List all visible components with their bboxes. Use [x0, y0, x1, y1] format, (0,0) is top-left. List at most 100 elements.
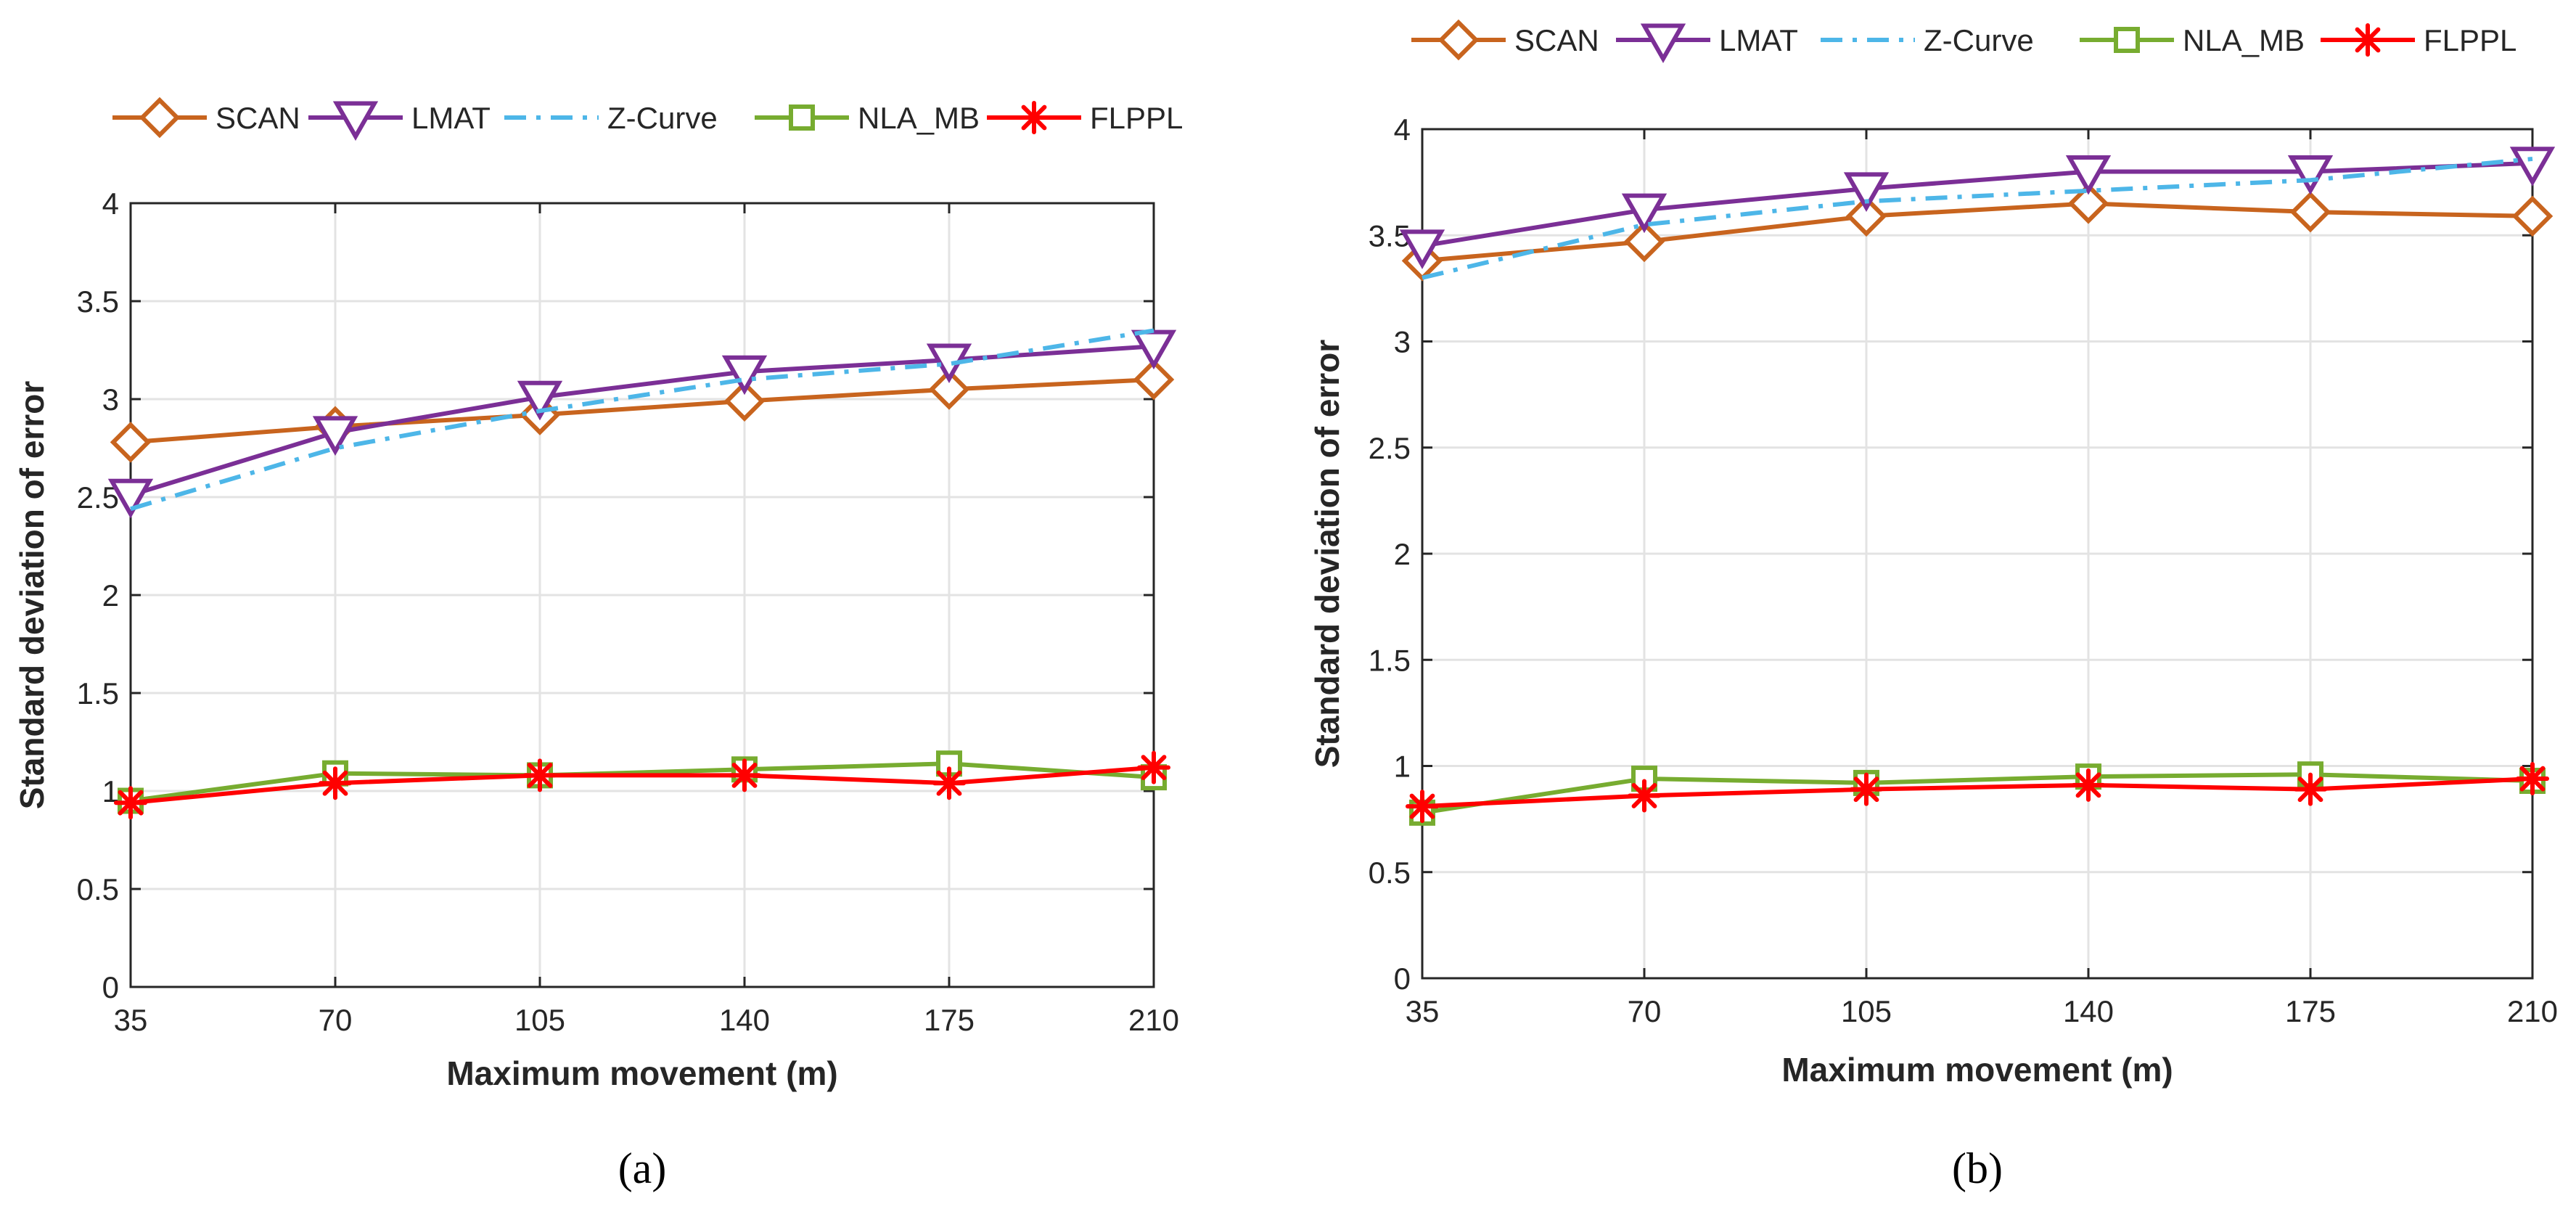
legend-marker — [789, 104, 815, 131]
series-line — [1422, 160, 2533, 248]
legend-entry-z-curve: Z-Curve — [504, 101, 718, 135]
data-point — [1399, 229, 1445, 269]
data-point — [932, 766, 966, 800]
series-line — [130, 765, 1154, 806]
series-flppl — [114, 750, 1170, 820]
legend-label: Z-Curve — [607, 101, 718, 135]
data-point — [2072, 768, 2105, 802]
y-axis-label: Standard deviation of error — [13, 381, 51, 810]
legend-entry-nla-mb: NLA_MB — [755, 101, 980, 135]
legend-entry-nla-mb: NLA_MB — [2080, 23, 2305, 57]
data-point — [2511, 195, 2554, 237]
data-point — [319, 766, 352, 800]
asterisk-stroke — [2075, 772, 2101, 798]
data-point — [1628, 779, 1661, 813]
data-point — [2067, 183, 2109, 224]
x-tick-label: 210 — [1128, 1003, 1179, 1037]
asterisk-stroke — [731, 763, 758, 788]
x-tick-label: 35 — [114, 1003, 148, 1037]
x-tick-label: 175 — [924, 1003, 975, 1037]
legend-label: Z-Curve — [1924, 23, 2034, 57]
x-tick-label: 140 — [2063, 994, 2114, 1028]
legend-label: FLPPL — [2424, 23, 2516, 57]
legend-entry-scan: SCAN — [112, 97, 300, 139]
y-tick-label: 3.5 — [77, 284, 119, 319]
data-point — [1850, 772, 1883, 806]
data-point — [523, 758, 557, 792]
legend-entry-flppl: FLPPL — [2321, 23, 2516, 57]
y-tick-label: 4 — [1394, 112, 1411, 147]
series-line — [130, 328, 1154, 512]
series-line — [130, 377, 1154, 445]
x-tick-label: 105 — [1841, 994, 1892, 1028]
y-tick-label: 0.5 — [1369, 856, 1411, 890]
y-tick-label: 4 — [102, 187, 119, 221]
asterisk-stroke — [1853, 776, 1879, 803]
data-point — [107, 478, 154, 519]
asterisk-stroke — [1409, 793, 1435, 819]
series-line — [1422, 156, 2533, 280]
asterisk-stroke — [527, 763, 553, 788]
asterisk-stroke — [118, 790, 144, 816]
y-tick-label: 1.5 — [1369, 643, 1411, 677]
legend-marker — [1640, 23, 1686, 64]
legend-entry-lmat: LMAT — [1616, 23, 1798, 64]
data-point — [2509, 147, 2556, 187]
x-axis-label: Maximum movement (m) — [1781, 1051, 2173, 1089]
legend-entry-scan: SCAN — [1411, 19, 1599, 61]
asterisk-stroke — [322, 770, 348, 796]
data-point — [1845, 195, 1887, 237]
y-tick-label: 0 — [1394, 962, 1411, 996]
series-line — [130, 761, 1154, 803]
data-point — [928, 369, 970, 410]
data-point — [1406, 790, 1439, 824]
series-z-curve — [130, 328, 1154, 512]
y-tick-label: 1.5 — [77, 676, 119, 710]
y-tick-label: 3 — [102, 382, 119, 417]
y-tick-label: 0 — [102, 970, 119, 1004]
data-point — [114, 786, 147, 820]
legend-label: NLA_MB — [858, 101, 980, 135]
series-flppl — [1406, 762, 2549, 824]
legend-entry-flppl: FLPPL — [987, 101, 1183, 135]
x-tick-label: 35 — [1406, 994, 1440, 1028]
y-tick-label: 1 — [102, 774, 119, 808]
data-point — [312, 416, 358, 456]
x-tick-label: 70 — [1628, 994, 1662, 1028]
legend-marker — [1017, 101, 1051, 134]
series-line — [1422, 776, 2533, 809]
legend-marker — [1437, 19, 1480, 61]
legend-label: SCAN — [216, 101, 300, 135]
data-point — [1623, 221, 1665, 263]
legend-label: NLA_MB — [2183, 23, 2305, 57]
data-point — [2287, 155, 2334, 195]
legend-label: FLPPL — [1090, 101, 1183, 135]
legend: SCAN LMAT Z-Curve NLA_MB FLPPL — [112, 97, 1183, 142]
legend: SCAN LMAT Z-Curve NLA_MB FLPPL — [1411, 19, 2516, 64]
data-point — [2294, 772, 2327, 806]
data-point — [1137, 750, 1170, 784]
legend-marker — [2114, 27, 2140, 53]
data-point — [1621, 193, 1668, 234]
panel-caption: (a) — [618, 1144, 667, 1192]
data-point — [723, 380, 766, 422]
data-point — [2289, 191, 2331, 233]
chart-panel-b: 35 70 105 140 175 21000.511.522.533.54Maximum… — [1308, 19, 2558, 1192]
y-tick-label: 0.5 — [77, 872, 119, 906]
asterisk-stroke — [2297, 776, 2323, 803]
series-z-curve — [1422, 156, 2533, 280]
legend-label: SCAN — [1514, 23, 1599, 57]
legend-label: LMAT — [1719, 23, 1798, 57]
series-line — [1422, 201, 2533, 263]
x-tick-label: 210 — [2507, 994, 2558, 1028]
data-point — [110, 422, 152, 463]
data-point — [517, 380, 563, 421]
legend-label: LMAT — [411, 101, 491, 135]
y-tick-label: 2.5 — [1369, 431, 1411, 465]
legend-marker — [332, 101, 379, 142]
chart-panel-a: 35 70 105 140 175 210 0 0.5 1 1.5 2 2.5 3 3.5 4 Maximum… — [13, 97, 1183, 1192]
panel-caption: (b) — [1952, 1144, 2003, 1192]
x-tick-label: 105 — [514, 1003, 565, 1037]
data-point — [721, 355, 768, 396]
